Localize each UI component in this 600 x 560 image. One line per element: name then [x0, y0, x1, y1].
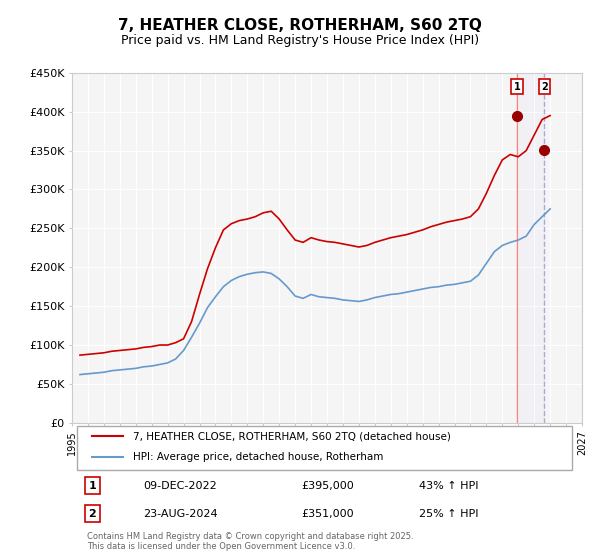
- Text: 7, HEATHER CLOSE, ROTHERHAM, S60 2TQ (detached house): 7, HEATHER CLOSE, ROTHERHAM, S60 2TQ (de…: [133, 431, 451, 441]
- Bar: [517, 73, 544, 423]
- FancyBboxPatch shape: [77, 426, 572, 470]
- Text: 09-DEC-2022: 09-DEC-2022: [143, 481, 217, 491]
- Text: 1: 1: [89, 481, 96, 491]
- Text: 2: 2: [89, 509, 96, 519]
- Text: 1: 1: [514, 82, 521, 92]
- Text: Contains HM Land Registry data © Crown copyright and database right 2025.
This d: Contains HM Land Registry data © Crown c…: [88, 532, 414, 552]
- Text: £395,000: £395,000: [302, 481, 354, 491]
- Text: 25% ↑ HPI: 25% ↑ HPI: [419, 509, 478, 519]
- Text: 23-AUG-2024: 23-AUG-2024: [143, 509, 218, 519]
- Text: 7, HEATHER CLOSE, ROTHERHAM, S60 2TQ: 7, HEATHER CLOSE, ROTHERHAM, S60 2TQ: [118, 18, 482, 32]
- Text: 43% ↑ HPI: 43% ↑ HPI: [419, 481, 478, 491]
- Text: HPI: Average price, detached house, Rotherham: HPI: Average price, detached house, Roth…: [133, 452, 383, 462]
- Text: £351,000: £351,000: [302, 509, 354, 519]
- Text: 2: 2: [541, 82, 548, 92]
- Text: Price paid vs. HM Land Registry's House Price Index (HPI): Price paid vs. HM Land Registry's House …: [121, 34, 479, 47]
